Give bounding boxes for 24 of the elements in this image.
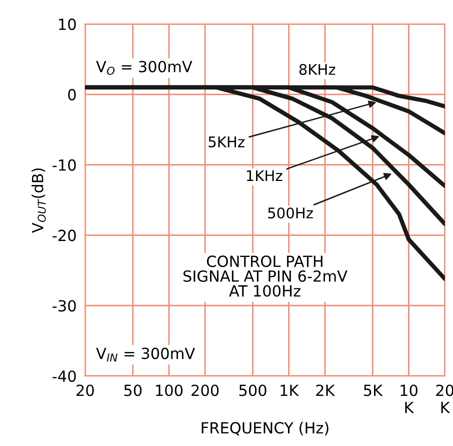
annotation: 500Hz: [268, 207, 313, 218]
y-tick-label: 0: [68, 88, 76, 100]
y-tick-label: -10: [52, 159, 76, 171]
y-axis-title: V$_{OUT}$(dB): [32, 168, 46, 233]
y-tick-label: 10: [59, 18, 76, 30]
annotation: 1KHz: [246, 170, 282, 181]
annotation: V$_{IN}$ = 300mV: [96, 348, 196, 362]
y-tick-label: -30: [52, 300, 76, 312]
x-tick-label: 100: [156, 384, 183, 396]
x-tick-label: 1K: [280, 384, 300, 396]
annotation: 5KHz: [208, 136, 244, 148]
x-tick-label: 20: [76, 384, 94, 396]
annotation: 8KHz: [299, 64, 336, 75]
annotation: V$_{O}$ = 300mV: [96, 60, 192, 75]
x-tick-label: 2K: [316, 384, 336, 396]
x-tick-label: 10 K: [400, 384, 418, 414]
x-tick-label: 200: [192, 384, 219, 396]
x-tick-label: 50: [124, 384, 142, 396]
x-tick-label: 500: [239, 384, 266, 396]
x-axis-title: FREQUENCY (Hz): [202, 422, 328, 436]
y-tick-label: -20: [52, 230, 76, 242]
annotation: CONTROL PATH SIGNAL AT PIN 6-2mV AT 100Hz: [183, 256, 348, 297]
x-tick-label: 5K: [364, 384, 383, 396]
y-tick-label: -40: [52, 370, 76, 382]
